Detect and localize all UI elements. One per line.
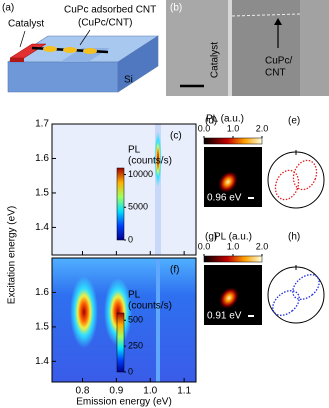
colorbar-tick-label: 2.0 — [256, 123, 269, 133]
colorbar-tick-label: 1.0 — [227, 123, 240, 133]
y-tick-label: 1.4 — [35, 356, 49, 367]
colorbar-tick-label: 5000 — [128, 202, 148, 212]
x-tick-label: 0.8 — [76, 386, 90, 397]
panel-a: (a) Catalyst CuPc adsorbed CNT (CuPc/CNT… — [2, 3, 160, 93]
plot-frame — [51, 123, 197, 256]
y-axis-label: Excitation energy (eV) — [7, 206, 18, 304]
x-tick-label: 1.0 — [143, 386, 157, 397]
colorbar — [116, 312, 125, 373]
label: CuPc adsorbed CNT — [64, 5, 156, 16]
colorbar-unit: (counts/s) — [128, 156, 172, 167]
y-tick-label: 1.6 — [35, 287, 49, 298]
y-tick-label: 1.6 — [35, 153, 49, 164]
energy-label: 0.96 eV — [207, 193, 242, 204]
colorbar-tick-label: 1.0 — [227, 241, 240, 251]
plot-frame — [51, 257, 197, 383]
colorbar — [116, 167, 125, 241]
colorbar-title: PL — [128, 290, 141, 301]
colorbar-unit: (counts/s) — [128, 301, 172, 312]
colorbar-tick-label: 0.0 — [198, 123, 211, 133]
y-tick-label: 1.4 — [35, 222, 49, 233]
y-tick-label: 1.5 — [35, 322, 49, 333]
label: Catalyst — [8, 19, 44, 30]
energy-label: 0.91 eV — [207, 311, 242, 322]
colorbar-title: PL (a.u.) — [206, 114, 244, 125]
colorbar-tick-label: 500 — [128, 315, 143, 325]
x-tick-label: 0.9 — [109, 386, 123, 397]
panel-label: (e) — [288, 116, 300, 127]
colorbar-tick-label: 10000 — [128, 169, 153, 179]
label: CuPc/ — [265, 56, 292, 67]
panel-b: (b) Catalyst CuPc/ CNT — [166, 0, 329, 96]
panel-label: (g) — [205, 232, 217, 243]
colorbar-tick-label: 0 — [128, 366, 133, 376]
colorbar-title: PL (a.u.) — [214, 232, 252, 243]
colorbar-title: PL — [128, 145, 141, 156]
axes: (c)1.41.51.61.7PL(counts/s)0500010000(f)… — [35, 114, 300, 397]
y-tick-label: 1.5 — [35, 188, 49, 199]
x-tick-label: 1.1 — [177, 386, 191, 397]
label: Catalyst — [210, 42, 221, 78]
panel-label: (f) — [170, 265, 179, 276]
x-axis-label: Emission energy (eV) — [76, 397, 172, 408]
colorbar — [203, 137, 263, 145]
label: CNT — [265, 68, 286, 79]
panel-label: (b) — [170, 3, 182, 14]
panel-label: (h) — [288, 232, 300, 243]
polar-e — [267, 150, 325, 209]
colorbar-tick-label: 250 — [128, 340, 143, 350]
panel-label: (d) — [205, 116, 217, 127]
colorbar-tick-label: 0 — [128, 234, 133, 244]
pl-spot — [218, 286, 240, 310]
polar-h — [267, 265, 325, 324]
label: (CuPc/CNT) — [78, 18, 132, 29]
panel-label: (c) — [170, 131, 182, 142]
colorbar-tick-label: 0.0 — [198, 241, 211, 251]
scale-bar — [248, 315, 254, 317]
y-tick-label: 1.7 — [35, 119, 49, 130]
label: Si — [124, 75, 133, 86]
panel-label: (a) — [2, 3, 14, 14]
colorbar — [203, 255, 263, 263]
pl-spot — [217, 170, 239, 194]
colorbar-tick-label: 2.0 — [256, 241, 269, 251]
scale-bar — [248, 197, 254, 199]
